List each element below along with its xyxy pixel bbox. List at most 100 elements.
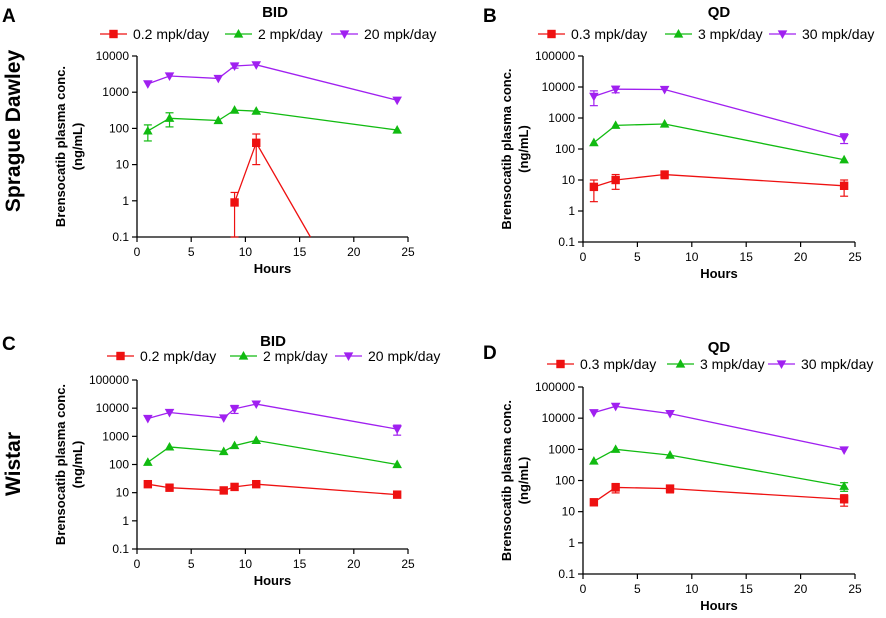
series-line-d-2 (593, 405, 845, 451)
y-axis-label-c-line2: (ng/mL) (70, 441, 85, 489)
data-point-c-2-0 (143, 414, 153, 424)
data-point-b-2-3 (839, 134, 849, 143)
series-b-0 (589, 170, 849, 203)
panel-letter-b: B (483, 6, 497, 27)
data-point-a-2-5 (392, 96, 402, 106)
series-line-d-1 (593, 448, 845, 487)
y-axis-label-d-line1: Brensocatib plasma conc. (499, 400, 514, 561)
y-tick-label-b-3: 100 (555, 142, 575, 156)
x-tick-label-d-1: 5 (634, 582, 641, 596)
x-tick-label-a-4: 20 (347, 245, 361, 259)
series-c-0 (143, 479, 402, 499)
data-point-c-1-0 (143, 457, 153, 466)
panel-d: D QD 0.1 1 10 100 1000 10000 100000 0 5 10 15 20 25 Hou… (483, 339, 873, 613)
data-point-d-0-1 (611, 483, 620, 492)
data-point-d-1-3 (839, 481, 849, 490)
legend-label-c-1: 2 mpk/day (263, 348, 328, 364)
data-point-a-1-4 (251, 106, 262, 115)
data-point-b-0-0 (589, 182, 599, 192)
legend-label-b-0: 0.3 mpk/day (571, 26, 647, 42)
data-point-a-2-2 (213, 74, 224, 84)
data-point-c-1-3 (229, 440, 240, 450)
y-tick-label-d-6: 100000 (535, 380, 575, 394)
data-point-c-2-4 (251, 400, 262, 410)
series-d-0 (589, 482, 849, 507)
x-tick-label-d-0: 0 (580, 582, 587, 596)
legend-marker-c-0 (116, 351, 125, 361)
data-point-d-2-1 (610, 402, 621, 412)
data-point-c-0-5 (392, 490, 402, 499)
panel-title-d: QD (708, 339, 731, 356)
series-line-a-1 (147, 109, 398, 132)
legend-marker-b-0 (547, 29, 556, 39)
y-tick-label-c-3: 100 (109, 458, 129, 472)
series-a-1 (143, 105, 402, 142)
panel-c: C BID 0.1 1 10 100 1000 10000 100000 0 5 10 15 20 25 Ho… (2, 333, 440, 588)
legend-label-a-1: 2 mpk/day (258, 26, 323, 42)
legend-marker-a-1 (233, 29, 244, 38)
legend-marker-a-2 (339, 30, 350, 39)
series-line-c-1 (147, 439, 398, 466)
y-tick-label-c-4: 1000 (102, 429, 129, 443)
legend-label-a-2: 20 mpk/day (364, 26, 436, 42)
data-point-d-2-2 (665, 410, 675, 419)
x-axis-label-d: Hours (700, 598, 738, 613)
data-point-d-1-2 (665, 450, 675, 459)
legend-marker-d-2 (776, 360, 787, 369)
data-point-d-0-2 (665, 484, 675, 493)
x-tick-label-c-4: 20 (347, 557, 361, 571)
series-c-1 (143, 435, 402, 469)
x-tick-label-b-0: 0 (580, 250, 587, 264)
data-point-a-2-0 (143, 80, 153, 89)
data-point-a-2-3 (229, 62, 240, 71)
x-tick-label-c-3: 15 (293, 557, 307, 571)
legend-label-c-0: 0.2 mpk/day (140, 348, 216, 364)
y-tick-label-c-6: 100000 (89, 373, 129, 387)
y-tick-label-a-2: 10 (116, 158, 130, 172)
data-point-c-1-4 (251, 435, 262, 444)
legend-label-d-2: 30 mpk/day (801, 356, 873, 372)
legend-label-c-2: 20 mpk/day (368, 348, 440, 364)
y-axis-label-d-line2: (ng/mL) (516, 457, 531, 505)
x-tick-label-b-4: 20 (794, 250, 808, 264)
data-point-c-0-0 (143, 479, 153, 489)
data-point-b-1-3 (839, 154, 849, 164)
y-tick-label-c-1: 1 (122, 514, 129, 528)
legend-label-d-0: 0.3 mpk/day (580, 356, 656, 372)
legend-label-b-2: 30 mpk/day (802, 26, 874, 42)
panel-a: A BID 0.1 1 10 100 1000 10000 0 5 10 15 20 25 Hours Bre… (2, 4, 436, 276)
data-point-c-0-1 (165, 483, 174, 492)
y-axis-label-a-line2: (ng/mL) (70, 123, 85, 171)
data-point-b-0-2 (660, 170, 669, 179)
x-tick-label-c-2: 10 (239, 557, 253, 571)
panel-title-c: BID (260, 333, 286, 350)
data-point-d-2-0 (589, 409, 599, 418)
x-tick-label-d-5: 25 (848, 582, 862, 596)
data-point-a-1-0 (143, 125, 153, 135)
x-tick-label-d-2: 10 (685, 582, 699, 596)
row-label-wistar: Wistar (2, 432, 25, 496)
series-a-2 (143, 61, 402, 106)
panel-letter-a: A (2, 6, 16, 27)
y-tick-label-a-1: 1 (122, 194, 129, 208)
data-point-d-0-3 (839, 495, 849, 504)
y-tick-label-d-4: 1000 (548, 442, 575, 456)
data-point-c-2-1 (164, 408, 175, 418)
legend-label-a-0: 0.2 mpk/day (133, 26, 209, 42)
data-point-a-0-1 (252, 138, 261, 148)
series-line-a-2 (147, 64, 398, 101)
y-tick-label-b-5: 10000 (542, 80, 576, 94)
y-tick-label-b-1: 1 (568, 204, 575, 218)
data-point-b-1-2 (659, 119, 670, 128)
data-point-b-1-0 (589, 137, 599, 147)
series-b-2 (589, 85, 849, 145)
series-line-c-0 (147, 483, 398, 496)
data-point-b-1-1 (610, 120, 621, 129)
panel-b: B QD 0.1 1 10 100 1000 10000 100000 0 5 10 15 20 25 Hou… (483, 4, 874, 281)
x-tick-label-c-5: 25 (401, 557, 415, 571)
x-tick-label-b-1: 5 (634, 250, 641, 264)
data-point-d-1-1 (610, 444, 621, 453)
series-line-b-0 (593, 173, 845, 188)
y-tick-label-a-0: 0.1 (112, 230, 129, 244)
y-tick-label-d-5: 10000 (542, 411, 576, 425)
